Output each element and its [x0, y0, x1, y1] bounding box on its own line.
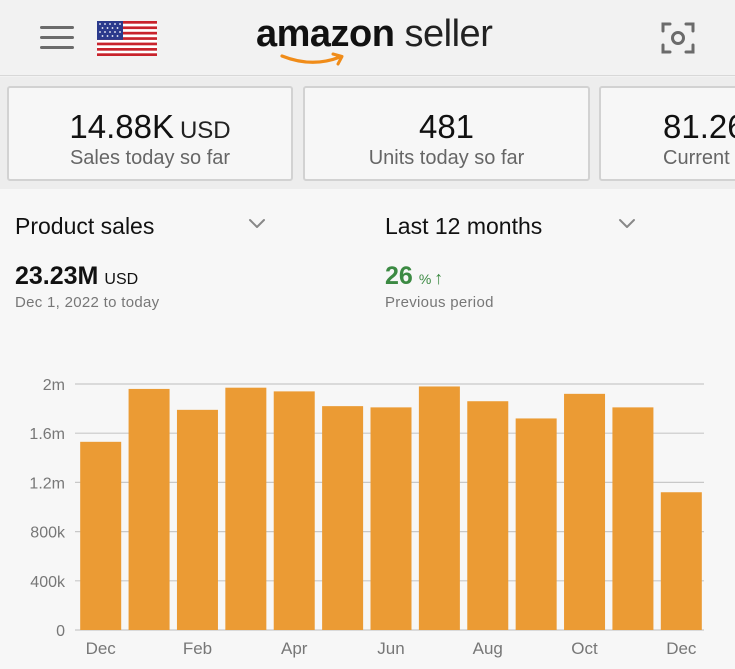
units-today-card[interactable]: 481 Units today so far — [303, 86, 590, 181]
current-card[interactable]: 81.26 Current — [599, 86, 735, 181]
units-today-label: Units today so far — [368, 147, 525, 169]
change-unit: % — [418, 271, 432, 287]
top-bar: amazon seller — [0, 0, 735, 76]
chart-bar — [418, 386, 460, 630]
y-tick-label: 400k — [30, 574, 66, 591]
x-tick-label: Jun — [377, 639, 404, 658]
change-row: 26% ↑ — [385, 261, 443, 294]
units-today-value: 481 — [418, 108, 475, 145]
period-dropdown-label: Last 12 months — [385, 213, 543, 239]
change-value: 26 — [385, 262, 413, 290]
chart-bar — [322, 406, 364, 630]
chevron-down-icon — [249, 219, 265, 228]
previous-period-label: Previous period — [385, 294, 494, 311]
sales-today-unit: USD — [179, 117, 231, 144]
sales-today-label: Sales today so far — [69, 147, 231, 169]
current-value: 81.26 — [663, 108, 735, 145]
sales-today-card[interactable]: 14.88K USD Sales today so far — [7, 86, 293, 181]
y-tick-label: 0 — [56, 623, 65, 640]
chart-bar — [370, 407, 412, 630]
x-tick-label: Dec — [666, 639, 697, 658]
x-tick-label: Dec — [86, 639, 117, 658]
x-tick-label: Aug — [473, 639, 503, 658]
logo-seller-text: seller — [394, 13, 493, 55]
us-flag-icon[interactable] — [97, 21, 157, 56]
amazon-smile-icon — [280, 52, 344, 66]
sales-today-value: 14.88K — [69, 108, 174, 145]
sales-bar-chart: 0 400k 800k 1.2m 1.6m 2m Dec Feb Apr Jun Aug Oct Dec — [29, 377, 704, 658]
hamburger-menu-icon[interactable] — [40, 26, 74, 50]
x-tick-label: Feb — [183, 639, 212, 658]
current-label: Current — [663, 147, 730, 169]
date-range-label: Dec 1, 2022 to today — [15, 294, 160, 311]
chart-bar — [128, 388, 170, 630]
total-sales-value-row: 23.23M USD — [15, 261, 138, 295]
y-tick-label: 800k — [30, 525, 66, 542]
scan-icon[interactable] — [660, 20, 696, 56]
metric-dropdown-label: Product sales — [15, 213, 155, 239]
chart-bar — [612, 407, 654, 630]
total-sales-unit: USD — [104, 271, 139, 288]
summary-cards: 14.88K USD Sales today so far 481 Units t… — [0, 77, 735, 189]
chart-bar — [515, 418, 557, 630]
x-tick-label: Oct — [571, 639, 598, 658]
chart-bar — [660, 492, 702, 630]
total-sales-value: 23.23M — [15, 262, 99, 290]
period-dropdown[interactable]: Last 12 months — [385, 209, 640, 243]
x-tick-label: Apr — [281, 639, 308, 658]
y-tick-label: 1.2m — [29, 475, 65, 492]
chart-bar — [176, 409, 218, 630]
chart-bar — [467, 401, 509, 630]
chart-bar — [273, 391, 315, 630]
y-tick-label: 2m — [43, 377, 65, 394]
chart-bar — [80, 441, 122, 630]
metric-dropdown[interactable]: Product sales — [15, 209, 270, 243]
y-tick-label: 1.6m — [29, 426, 65, 443]
logo-amazon-text: amazon — [256, 13, 395, 55]
sales-today-value-row: 14.88K USD — [9, 108, 291, 150]
sales-panel: Product sales Last 12 months 23.23M USD D… — [0, 189, 735, 669]
chevron-down-icon — [619, 219, 635, 228]
amazon-seller-logo: amazon seller — [256, 12, 496, 70]
chart-bar — [564, 393, 606, 630]
chart-bar — [225, 387, 267, 630]
up-arrow-icon: ↑ — [434, 268, 444, 288]
